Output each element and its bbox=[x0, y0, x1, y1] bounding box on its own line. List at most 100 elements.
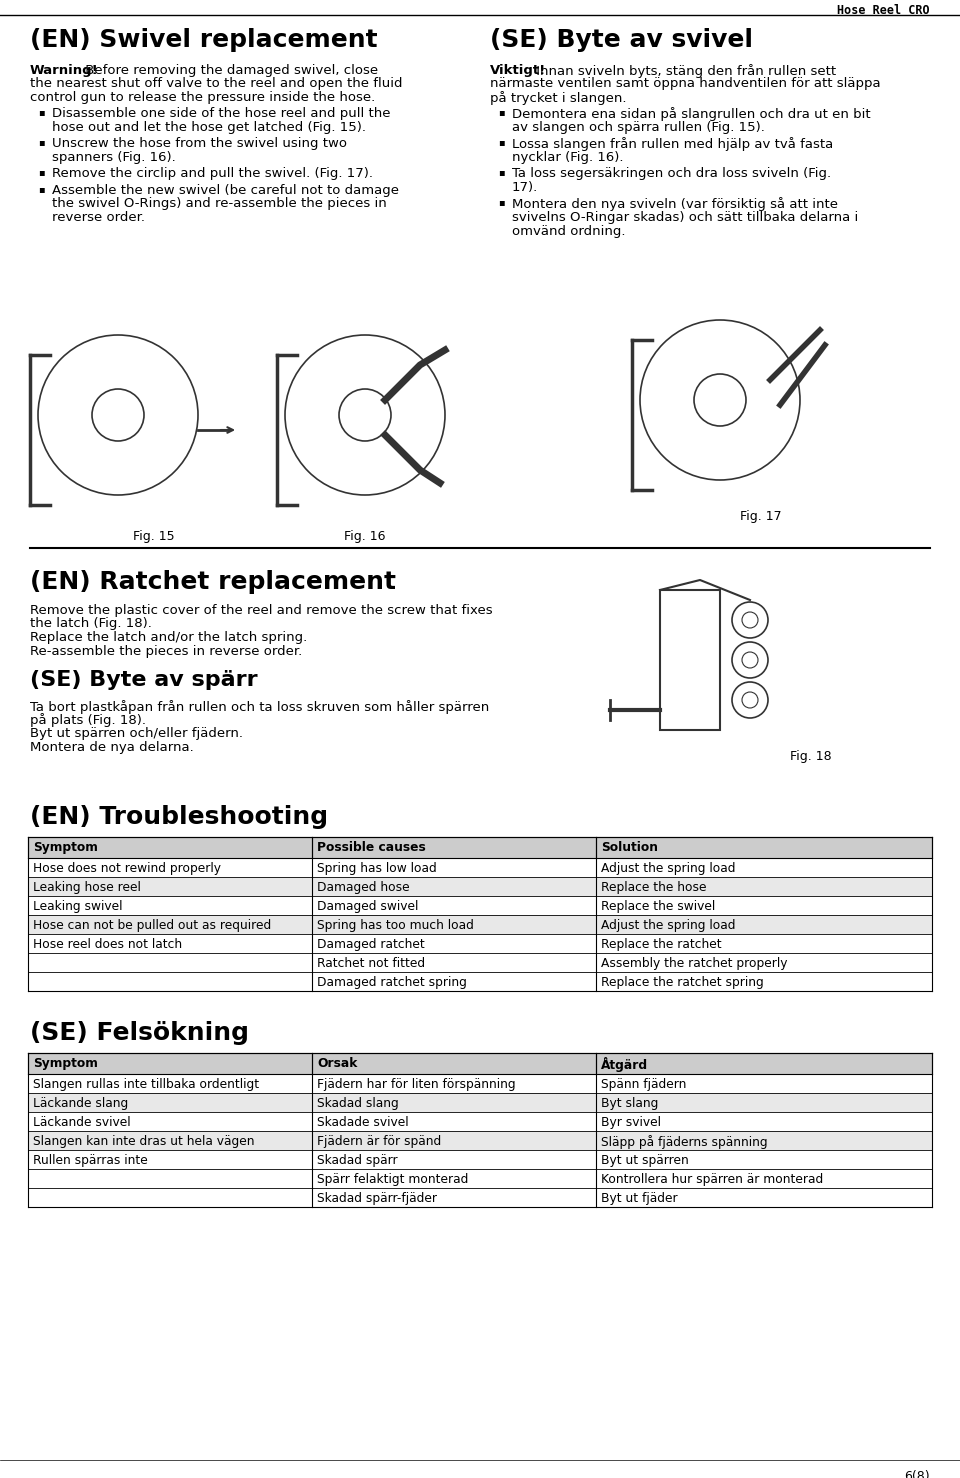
Text: Adjust the spring load: Adjust the spring load bbox=[601, 862, 735, 875]
Text: Rullen spärras inte: Rullen spärras inte bbox=[33, 1154, 148, 1168]
Text: Spring has too much load: Spring has too much load bbox=[317, 919, 474, 933]
Text: the nearest shut off valve to the reel and open the fluid: the nearest shut off valve to the reel a… bbox=[30, 77, 402, 90]
Text: Fig. 15: Fig. 15 bbox=[133, 531, 175, 542]
Text: Släpp på fjäderns spänning: Släpp på fjäderns spänning bbox=[601, 1135, 768, 1148]
Text: Possible causes: Possible causes bbox=[317, 841, 425, 854]
Text: Viktigt!: Viktigt! bbox=[490, 64, 546, 77]
Text: Ta loss segersäkringen och dra loss sviveln (Fig.: Ta loss segersäkringen och dra loss sviv… bbox=[512, 167, 831, 180]
Text: Lossa slangen från rullen med hjälp av två fasta: Lossa slangen från rullen med hjälp av t… bbox=[512, 137, 833, 151]
Text: (SE) Felsökning: (SE) Felsökning bbox=[30, 1021, 249, 1045]
Text: Spänn fjädern: Spänn fjädern bbox=[601, 1077, 686, 1091]
Text: Unscrew the hose from the swivel using two: Unscrew the hose from the swivel using t… bbox=[52, 137, 347, 151]
Text: ▪: ▪ bbox=[38, 167, 44, 177]
Text: Ta bort plastkåpan från rullen och ta loss skruven som håller spärren: Ta bort plastkåpan från rullen och ta lo… bbox=[30, 701, 490, 714]
Text: ▪: ▪ bbox=[498, 108, 505, 117]
Text: Skadade svivel: Skadade svivel bbox=[317, 1116, 409, 1129]
Text: the swivel O-Rings) and re-assemble the pieces in: the swivel O-Rings) and re-assemble the … bbox=[52, 198, 387, 210]
Bar bbox=[28, 1075, 932, 1094]
Text: Demontera ena sidan på slangrullen och dra ut en bit: Demontera ena sidan på slangrullen och d… bbox=[512, 108, 871, 121]
Text: Kontrollera hur spärren är monterad: Kontrollera hur spärren är monterad bbox=[601, 1174, 824, 1185]
Text: Hose reel does not latch: Hose reel does not latch bbox=[33, 939, 182, 950]
Text: (EN) Troubleshooting: (EN) Troubleshooting bbox=[30, 806, 328, 829]
Bar bbox=[28, 1052, 932, 1075]
Text: Damaged ratchet spring: Damaged ratchet spring bbox=[317, 975, 467, 989]
Text: Läckande svivel: Läckande svivel bbox=[33, 1116, 131, 1129]
Bar bbox=[28, 934, 932, 992]
Text: Montera den nya sviveln (var försiktig så att inte: Montera den nya sviveln (var försiktig s… bbox=[512, 198, 838, 211]
Text: Damaged swivel: Damaged swivel bbox=[317, 900, 419, 913]
Text: 6(8): 6(8) bbox=[904, 1471, 930, 1478]
Text: Replace the ratchet: Replace the ratchet bbox=[601, 939, 722, 950]
Text: ▪: ▪ bbox=[38, 183, 44, 194]
Text: hose out and let the hose get latched (Fig. 15).: hose out and let the hose get latched (F… bbox=[52, 121, 366, 134]
Text: Skadad spärr: Skadad spärr bbox=[317, 1154, 397, 1168]
Text: Replace the latch and/or the latch spring.: Replace the latch and/or the latch sprin… bbox=[30, 631, 307, 644]
Text: Montera de nya delarna.: Montera de nya delarna. bbox=[30, 740, 194, 754]
Text: Fjädern är för spänd: Fjädern är för spänd bbox=[317, 1135, 442, 1148]
Text: Re-assemble the pieces in reverse order.: Re-assemble the pieces in reverse order. bbox=[30, 644, 302, 658]
Text: 17).: 17). bbox=[512, 180, 539, 194]
Text: ▪: ▪ bbox=[498, 137, 505, 148]
Text: Symptom: Symptom bbox=[33, 1057, 98, 1070]
Text: ▪: ▪ bbox=[38, 137, 44, 148]
Text: (SE) Byte av svivel: (SE) Byte av svivel bbox=[490, 28, 753, 52]
Text: Remove the circlip and pull the swivel. (Fig. 17).: Remove the circlip and pull the swivel. … bbox=[52, 167, 373, 180]
Text: Hose does not rewind properly: Hose does not rewind properly bbox=[33, 862, 221, 875]
Text: Hose Reel CRO: Hose Reel CRO bbox=[837, 4, 930, 18]
Text: Åtgärd: Åtgärd bbox=[601, 1057, 648, 1072]
Text: Leaking swivel: Leaking swivel bbox=[33, 900, 123, 913]
Bar bbox=[28, 1111, 932, 1131]
Text: reverse order.: reverse order. bbox=[52, 211, 145, 225]
Text: Hose can not be pulled out as required: Hose can not be pulled out as required bbox=[33, 919, 272, 933]
Text: Damaged hose: Damaged hose bbox=[317, 881, 410, 894]
Text: ▪: ▪ bbox=[498, 167, 505, 177]
Text: Fjädern har för liten förspänning: Fjädern har för liten förspänning bbox=[317, 1077, 516, 1091]
Text: (SE) Byte av spärr: (SE) Byte av spärr bbox=[30, 670, 257, 690]
Text: Replace the swivel: Replace the swivel bbox=[601, 900, 715, 913]
Text: ▪: ▪ bbox=[498, 198, 505, 207]
Text: omvänd ordning.: omvänd ordning. bbox=[512, 225, 626, 238]
Text: Fig. 17: Fig. 17 bbox=[740, 510, 781, 523]
Text: spanners (Fig. 16).: spanners (Fig. 16). bbox=[52, 151, 176, 164]
Bar bbox=[28, 1131, 932, 1150]
Text: svivelns O-Ringar skadas) och sätt tillbaka delarna i: svivelns O-Ringar skadas) och sätt tillb… bbox=[512, 211, 858, 225]
Bar bbox=[28, 837, 932, 859]
Text: Assembly the ratchet properly: Assembly the ratchet properly bbox=[601, 956, 787, 970]
Text: Byt ut fjäder: Byt ut fjäder bbox=[601, 1191, 678, 1205]
Text: Byt ut spärren: Byt ut spärren bbox=[601, 1154, 688, 1168]
Text: Symptom: Symptom bbox=[33, 841, 98, 854]
Text: ▪: ▪ bbox=[38, 108, 44, 117]
Text: Ratchet not fitted: Ratchet not fitted bbox=[317, 956, 425, 970]
Text: Slangen rullas inte tillbaka ordentligt: Slangen rullas inte tillbaka ordentligt bbox=[33, 1077, 259, 1091]
Text: Replace the hose: Replace the hose bbox=[601, 881, 707, 894]
Text: Solution: Solution bbox=[601, 841, 658, 854]
Text: Assemble the new swivel (be careful not to damage: Assemble the new swivel (be careful not … bbox=[52, 183, 399, 197]
Text: Läckande slang: Läckande slang bbox=[33, 1097, 129, 1110]
Text: Warning!: Warning! bbox=[30, 64, 99, 77]
Bar bbox=[28, 896, 932, 915]
Text: Fig. 18: Fig. 18 bbox=[790, 749, 831, 763]
Text: (EN) Ratchet replacement: (EN) Ratchet replacement bbox=[30, 571, 396, 594]
Bar bbox=[28, 915, 932, 934]
Text: Damaged ratchet: Damaged ratchet bbox=[317, 939, 424, 950]
Bar bbox=[28, 859, 932, 876]
Bar bbox=[28, 1150, 932, 1208]
Text: Byt slang: Byt slang bbox=[601, 1097, 659, 1110]
Text: Fig. 16: Fig. 16 bbox=[345, 531, 386, 542]
Bar bbox=[28, 876, 932, 896]
Text: Adjust the spring load: Adjust the spring load bbox=[601, 919, 735, 933]
Text: Skadad spärr-fjäder: Skadad spärr-fjäder bbox=[317, 1191, 437, 1205]
Text: av slangen och spärra rullen (Fig. 15).: av slangen och spärra rullen (Fig. 15). bbox=[512, 121, 765, 134]
Text: Spärr felaktigt monterad: Spärr felaktigt monterad bbox=[317, 1174, 468, 1185]
Text: närmaste ventilen samt öppna handventilen för att släppa: närmaste ventilen samt öppna handventile… bbox=[490, 77, 880, 90]
Text: nycklar (Fig. 16).: nycklar (Fig. 16). bbox=[512, 151, 623, 164]
Text: (EN) Swivel replacement: (EN) Swivel replacement bbox=[30, 28, 377, 52]
Text: control gun to release the pressure inside the hose.: control gun to release the pressure insi… bbox=[30, 92, 375, 103]
Bar bbox=[28, 1094, 932, 1111]
Text: Disassemble one side of the hose reel and pull the: Disassemble one side of the hose reel an… bbox=[52, 108, 391, 121]
Text: Before removing the damaged swivel, close: Before removing the damaged swivel, clos… bbox=[81, 64, 378, 77]
Text: Leaking hose reel: Leaking hose reel bbox=[33, 881, 141, 894]
Text: the latch (Fig. 18).: the latch (Fig. 18). bbox=[30, 618, 152, 631]
Text: Replace the ratchet spring: Replace the ratchet spring bbox=[601, 975, 764, 989]
Text: Byt ut spärren och/eller fjädern.: Byt ut spärren och/eller fjädern. bbox=[30, 727, 243, 740]
